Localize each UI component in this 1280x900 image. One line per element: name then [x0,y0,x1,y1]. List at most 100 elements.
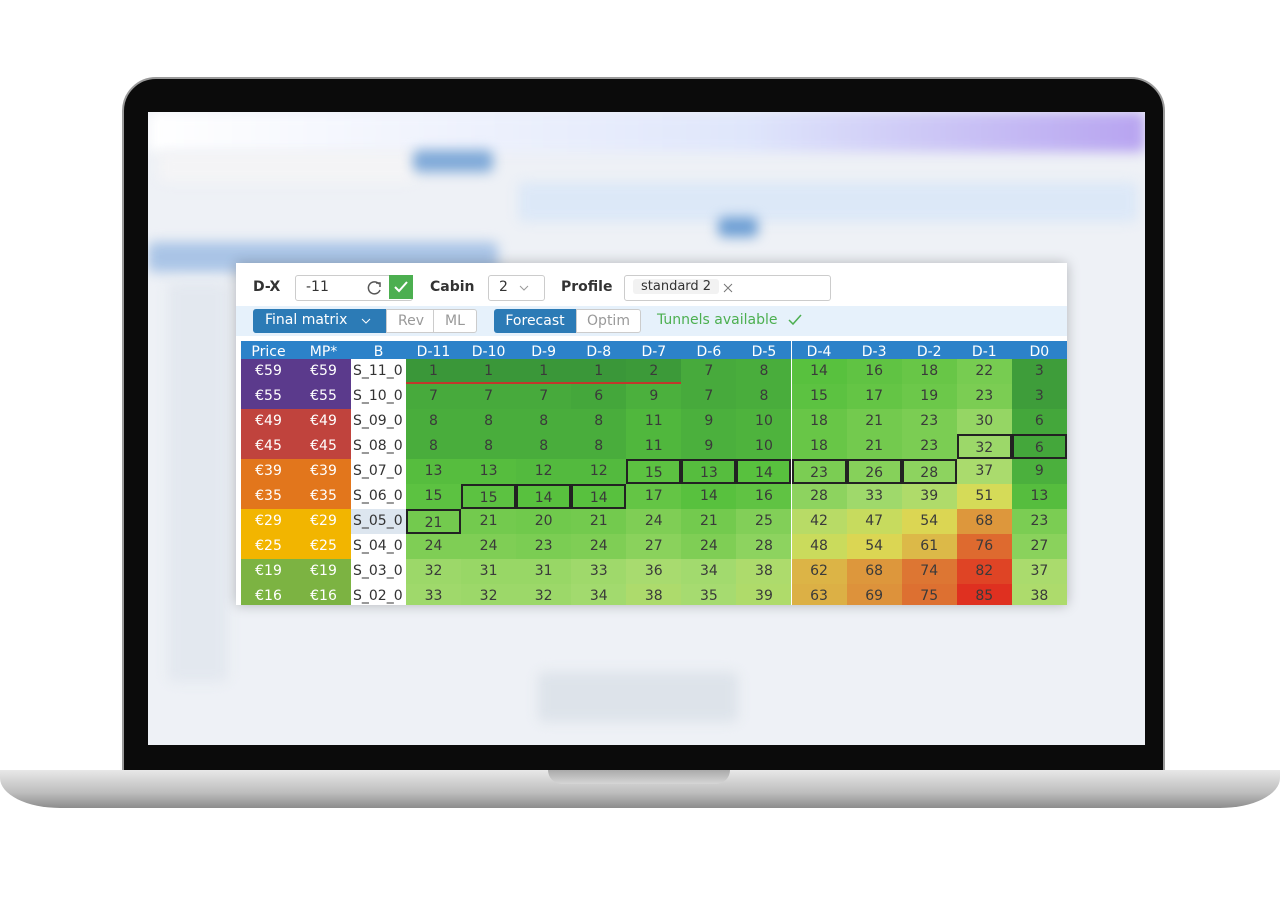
tab[interactable]: Optim [576,309,641,333]
forecast-cell: 9 [626,384,682,409]
price-cell: €16 [241,584,296,605]
forecast-cell: 30 [956,409,1012,434]
price-cell: €59 [241,359,296,384]
column-header: D-7 [626,341,682,363]
forecast-cell: 1 [406,359,461,384]
forecast-cell: 37 [1011,559,1067,584]
forecast-cell: 38 [1011,584,1067,605]
forecast-cell: 20 [516,509,572,534]
forecast-cell: 13 [406,459,461,484]
forecast-cell: 32 [406,559,461,584]
bucket-cell: S_07_0 [351,459,406,484]
forecast-cell: 32 [461,584,517,605]
forecast-cell: 26 [846,459,902,484]
forecast-cell: 62 [791,559,847,584]
blurred-block [718,217,758,237]
forecast-cell: 22 [956,359,1012,384]
column-header: D-4 [791,341,847,363]
forecast-cell: 31 [461,559,517,584]
forecast-cell: 17 [626,484,682,509]
bucket-cell: S_11_0 [351,359,406,384]
forecast-cell: 23 [901,409,957,434]
forecast-cell: 13 [461,459,517,484]
matrix-select[interactable]: Final matrix [253,309,386,333]
forecast-cell: 24 [681,534,737,559]
forecast-cell: 14 [791,359,847,384]
tab[interactable]: ML [433,309,477,333]
column-header: D-10 [461,341,517,363]
forecast-cell: 42 [791,509,847,534]
column-header: D-1 [956,341,1012,363]
forecast-cell: 61 [901,534,957,559]
forecast-cell: 69 [846,584,902,605]
forecast-cell: 35 [681,584,737,605]
forecast-cell: 63 [791,584,847,605]
check-icon [788,314,802,326]
tab-label: Final matrix [265,312,348,328]
price-cell: €19 [296,559,351,584]
forecast-cell: 15 [461,484,517,509]
matrix-panel: D-X -11 Cabin 2 Profile standard 2 Final… [236,263,1067,605]
bucket-cell: S_08_0 [351,434,406,459]
forecast-cell: 16 [736,484,792,509]
column-header: D0 [1011,341,1067,363]
forecast-cell: 32 [956,434,1012,459]
forecast-cell: 8 [516,434,572,459]
profile-select[interactable]: standard 2 [624,275,831,301]
tab-active[interactable]: Forecast [494,309,576,333]
price-cell: €29 [296,509,351,534]
forecast-cell: 23 [901,434,957,459]
remove-icon[interactable] [723,283,733,293]
tab[interactable]: Rev [386,309,436,333]
blurred-block [158,152,418,182]
forecast-cell: 6 [1011,434,1067,459]
forecast-cell: 21 [681,509,737,534]
forecast-cell: 1 [461,359,517,384]
forecast-cell: 37 [956,459,1012,484]
forecast-cell: 68 [956,509,1012,534]
refresh-icon[interactable] [366,279,384,297]
forecast-cell: 7 [406,384,461,409]
forecast-cell: 33 [846,484,902,509]
column-header: Price [241,341,296,363]
forecast-cell: 14 [736,459,792,484]
forecast-cell: 15 [791,384,847,409]
forecast-cell: 9 [1011,459,1067,484]
dx-input[interactable]: -11 [295,275,413,301]
forecast-cell: 21 [571,509,627,534]
chevron [361,318,371,324]
forecast-cell: 38 [736,559,792,584]
forecast-cell: 3 [1011,384,1067,409]
cabin-select[interactable]: 2 [488,275,545,301]
forecast-cell: 15 [626,459,682,484]
forecast-cell: 18 [791,409,847,434]
forecast-cell: 51 [956,484,1012,509]
forecast-cell: 8 [571,434,627,459]
confirm-button[interactable] [389,275,413,299]
forecast-cell: 8 [516,409,572,434]
forecast-cell: 1 [571,359,627,384]
forecast-cell: 28 [736,534,792,559]
forecast-cell: 8 [736,359,792,384]
price-cell: €49 [241,409,296,434]
forecast-cell: 7 [461,384,517,409]
column-header: D-11 [406,341,461,363]
forecast-cell: 7 [681,359,737,384]
forecast-cell: 21 [406,509,461,534]
blurred-header [148,112,1145,152]
forecast-cell: 23 [516,534,572,559]
chevron [519,285,529,291]
column-header: D-5 [736,341,792,363]
blurred-block [538,672,738,722]
forecast-cell: 15 [406,484,461,509]
column-header: D-3 [846,341,902,363]
forecast-cell: 28 [901,459,957,484]
forecast-cell: 85 [956,584,1012,605]
price-cell: €25 [241,534,296,559]
forecast-cell: 17 [846,384,902,409]
price-cell: €35 [296,484,351,509]
forecast-cell: 12 [516,459,572,484]
bucket-cell: S_04_0 [351,534,406,559]
forecast-cell: 18 [791,434,847,459]
forecast-cell: 24 [626,509,682,534]
